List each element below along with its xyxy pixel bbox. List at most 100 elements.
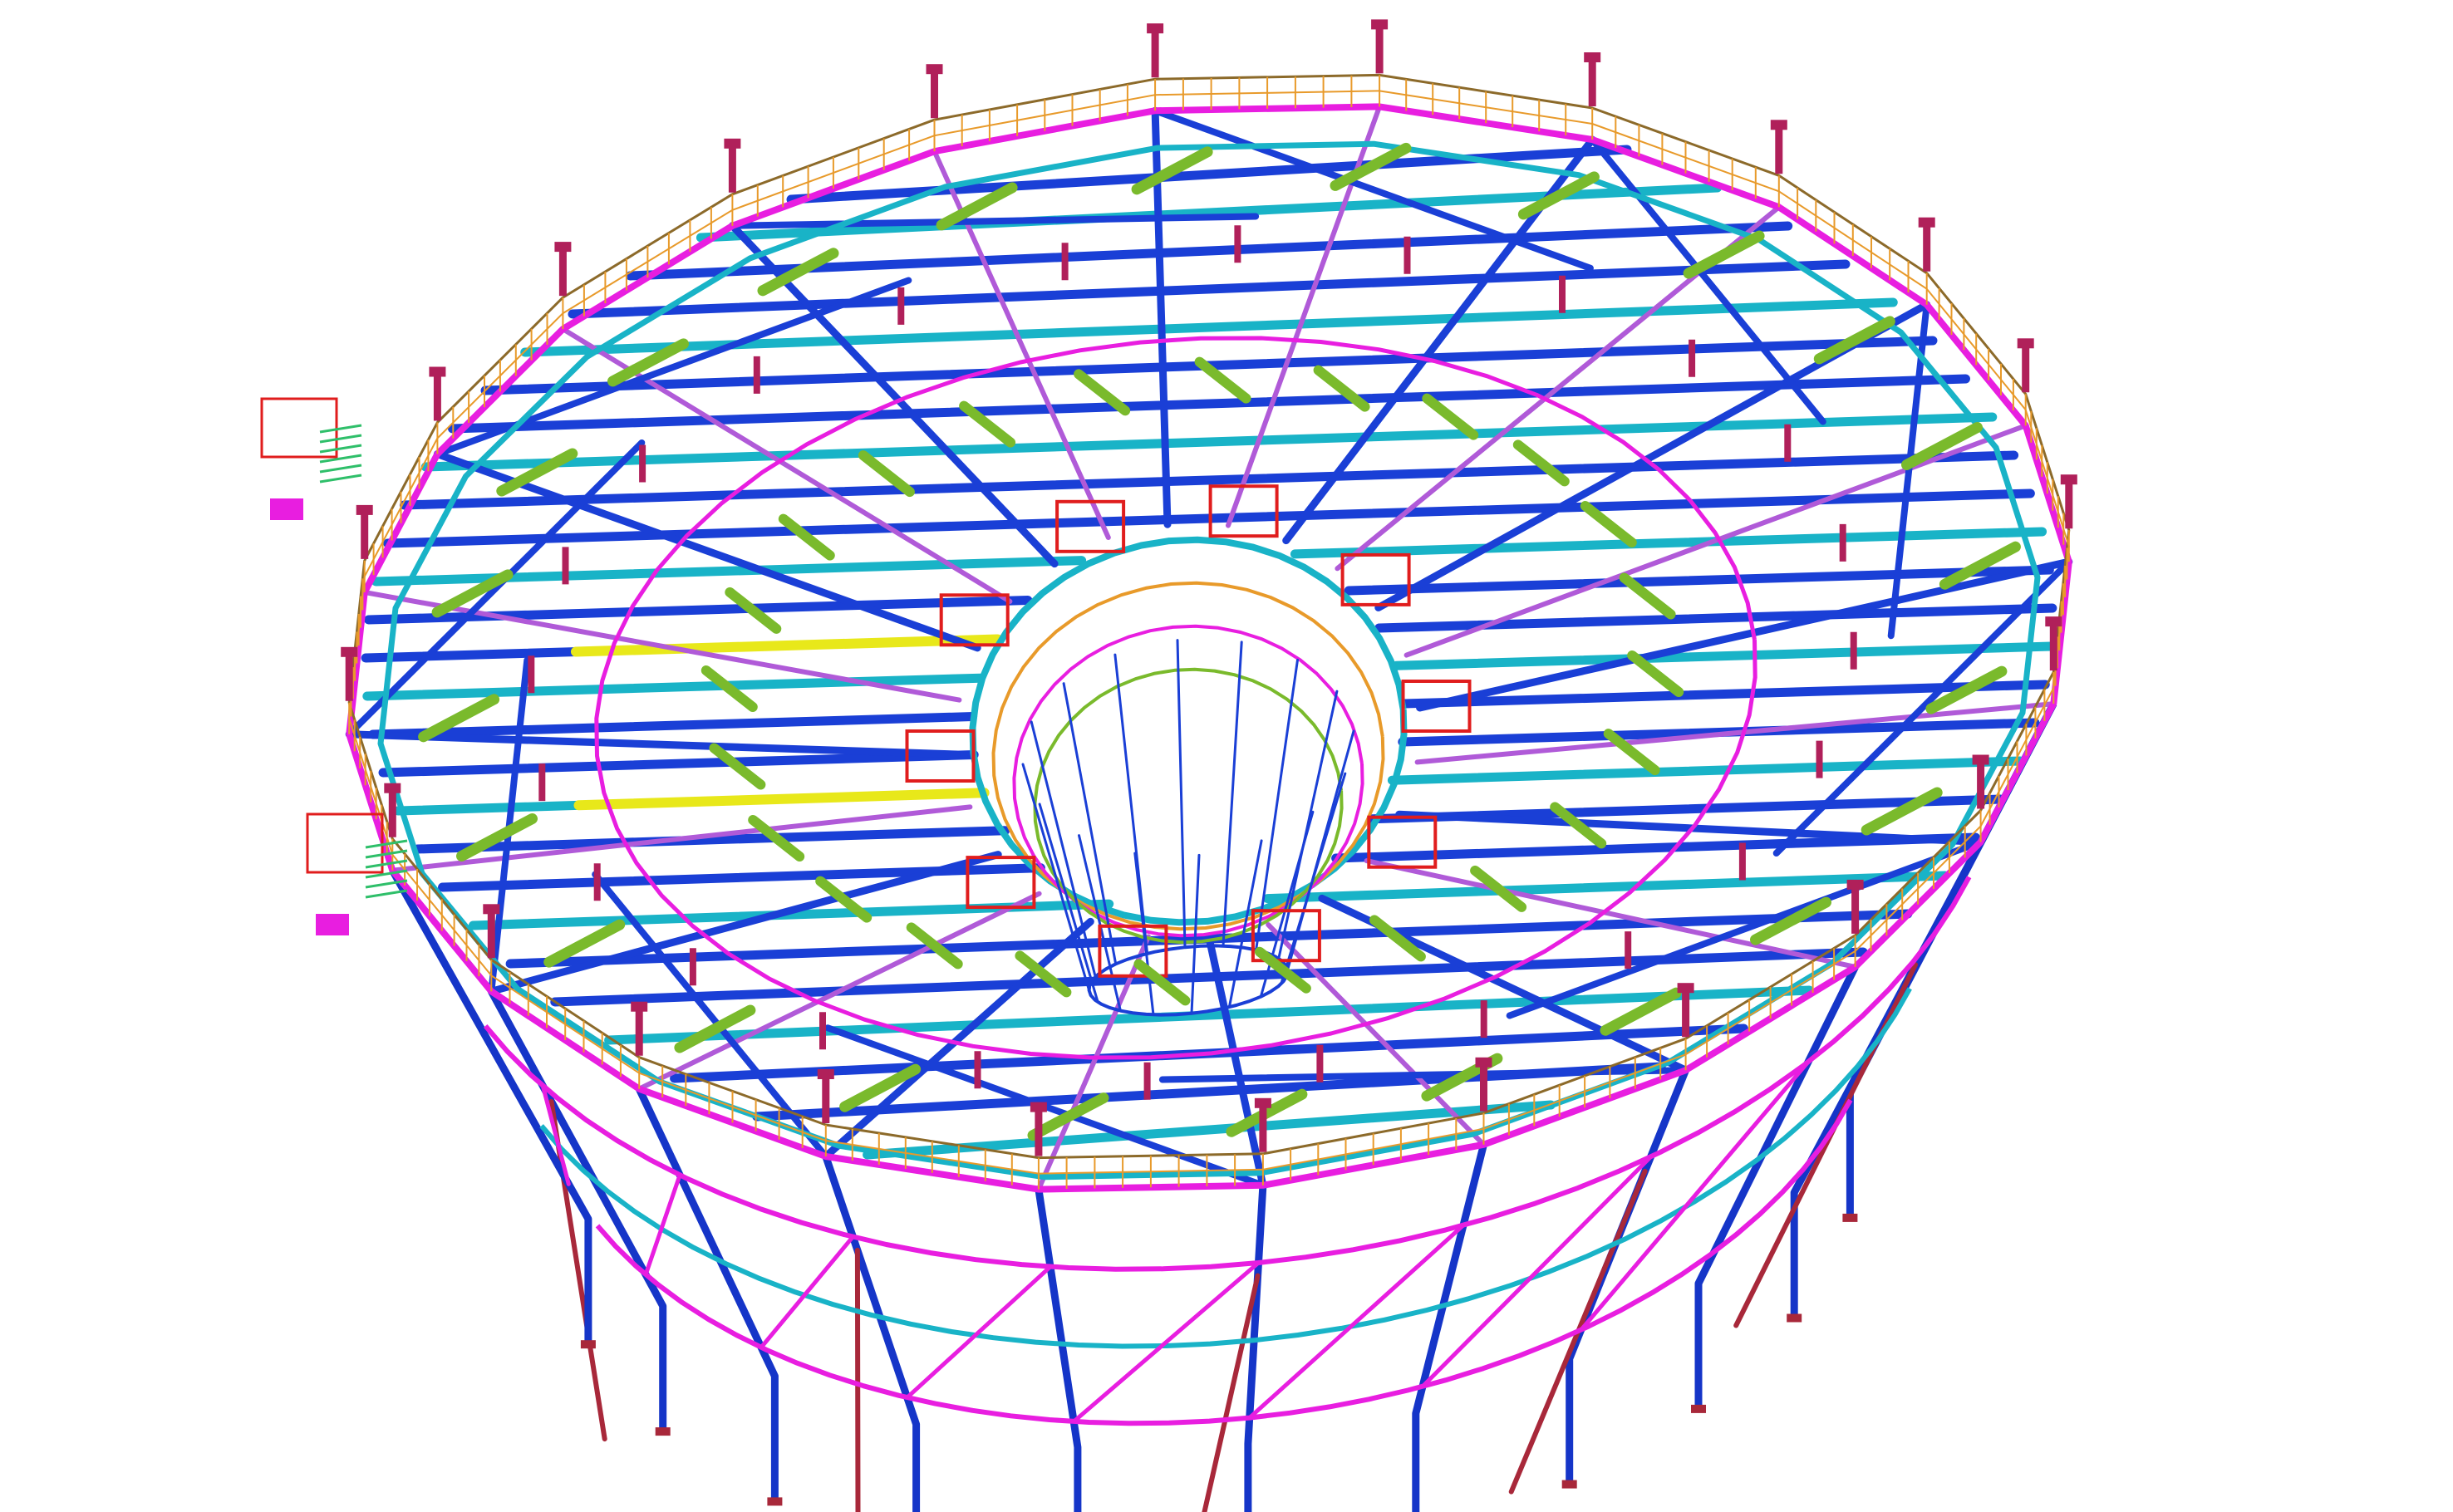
handrail-mid-rail — [1925, 288, 2027, 410]
rim-post-cap — [1918, 217, 1935, 228]
inner-column — [1255, 658, 1299, 951]
bracket-member — [701, 665, 758, 712]
rim-post-cap — [1770, 120, 1787, 130]
lower-cross-brace — [540, 1083, 571, 1186]
handrail-mid-rail — [562, 209, 733, 314]
column-base-plate — [1842, 1213, 1858, 1222]
inner-cylinder — [905, 484, 1472, 1017]
rim-post-cap — [926, 64, 943, 75]
inner-column — [1227, 839, 1263, 1009]
rim-post-cap — [1030, 1102, 1047, 1112]
support-column — [822, 1155, 921, 1512]
column-base-plate — [1787, 1313, 1802, 1323]
column-base-plate — [580, 1340, 596, 1349]
rim-inner-beam — [377, 140, 2041, 1181]
inner-column — [1113, 653, 1149, 955]
bracket-member — [1422, 393, 1479, 440]
handrail-mid-rail — [1155, 90, 1380, 96]
bracket-member — [1512, 439, 1570, 487]
inner-frame — [1367, 815, 1438, 869]
column-base-plate — [655, 1427, 671, 1436]
support-column — [1244, 1185, 1267, 1512]
bracket-member — [1925, 665, 2008, 714]
bracket-member — [674, 1004, 756, 1053]
inner-frame — [1055, 499, 1126, 553]
bracket-member — [1517, 171, 1600, 220]
rim-post-cap — [1371, 19, 1389, 30]
handrail-mid-rail — [348, 718, 394, 856]
stair-step — [319, 444, 362, 454]
inner-frame — [966, 856, 1036, 910]
stair-step — [365, 839, 408, 849]
stair-step — [365, 869, 408, 879]
inner-frame — [1340, 552, 1411, 606]
deck-beam — [368, 712, 978, 739]
bracket-member — [1194, 356, 1251, 404]
rim-post-cap — [2017, 338, 2034, 349]
mid-ring-beam — [594, 336, 1757, 1060]
radial-member — [361, 589, 962, 703]
bracket-member — [543, 919, 626, 968]
inner-column — [1078, 834, 1122, 1013]
inner-column — [1190, 853, 1201, 1015]
inner-frame — [1251, 909, 1321, 963]
lower-ring-beams — [483, 876, 1972, 1426]
rim-post-cap — [341, 646, 358, 657]
support-column — [1846, 702, 2057, 1217]
bracket-member — [1750, 896, 1831, 945]
diagonal-brace — [592, 871, 829, 1160]
bracket-member — [1627, 650, 1684, 697]
handrail-mid-rail — [2024, 409, 2070, 547]
rim-post-cap — [1584, 52, 1601, 62]
deck-beam — [550, 947, 1868, 1007]
deck-beam — [1387, 756, 2025, 785]
bracket-member — [1369, 915, 1426, 962]
bracket-member — [1580, 501, 1637, 547]
stair-base — [316, 914, 349, 935]
rim-post-cap — [356, 504, 373, 515]
handrail-mid-rail — [490, 974, 640, 1074]
highlight-beam — [573, 788, 990, 811]
lower-cross-brace — [1579, 1059, 1811, 1333]
bracket-member — [607, 338, 689, 387]
inner-column — [1280, 772, 1347, 985]
rim-post-cap — [1972, 754, 1989, 765]
bracket-member — [748, 815, 805, 862]
support-columns — [389, 702, 2057, 1512]
radial-member — [560, 326, 1013, 604]
handrail-mid-rail — [825, 1140, 1040, 1175]
radial-member — [390, 804, 973, 873]
inner-ring — [991, 581, 1385, 931]
bracket-member — [1254, 946, 1311, 994]
lower-cross-brace — [643, 1173, 682, 1277]
bracket-member — [839, 1063, 922, 1112]
bracket-member — [906, 922, 963, 970]
column-base-plate — [1691, 1404, 1706, 1413]
radial-member — [487, 851, 1002, 995]
bracket-member — [778, 513, 835, 561]
stair-landing — [306, 812, 384, 874]
bracket-member — [725, 587, 782, 634]
radial-member — [433, 450, 981, 652]
lower-ring-beam — [539, 987, 1912, 1349]
rim-post-cap — [2060, 474, 2077, 485]
radial-member — [1035, 934, 1151, 1192]
rim-post-cap — [817, 1069, 834, 1079]
handrail-mid-rail — [363, 438, 439, 577]
inner-column — [1176, 639, 1187, 949]
handrail-mid-rail — [1262, 1127, 1484, 1171]
diagonal-brace — [1772, 558, 2072, 857]
deck-beam — [1290, 527, 2047, 559]
inner-frame — [1401, 680, 1472, 733]
deck-beams — [361, 145, 2057, 1160]
stair-step — [319, 474, 362, 484]
deck-beam — [413, 826, 1010, 854]
diagonal-brace — [1152, 107, 1594, 272]
radial-member — [1205, 934, 1267, 1190]
inner-column — [1021, 763, 1091, 992]
rim-post-cap — [1475, 1057, 1492, 1068]
support-column — [1694, 965, 1859, 1408]
lower-cross-brace — [905, 1264, 1053, 1400]
column-base-plate — [1561, 1480, 1577, 1489]
